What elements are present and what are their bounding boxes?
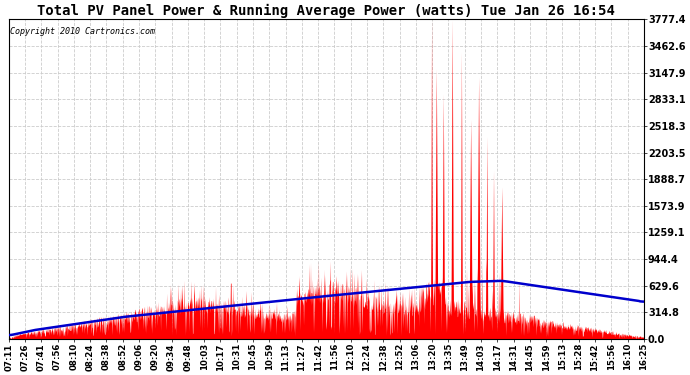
- Title: Total PV Panel Power & Running Average Power (watts) Tue Jan 26 16:54: Total PV Panel Power & Running Average P…: [37, 4, 615, 18]
- Text: Copyright 2010 Cartronics.com: Copyright 2010 Cartronics.com: [10, 27, 155, 36]
